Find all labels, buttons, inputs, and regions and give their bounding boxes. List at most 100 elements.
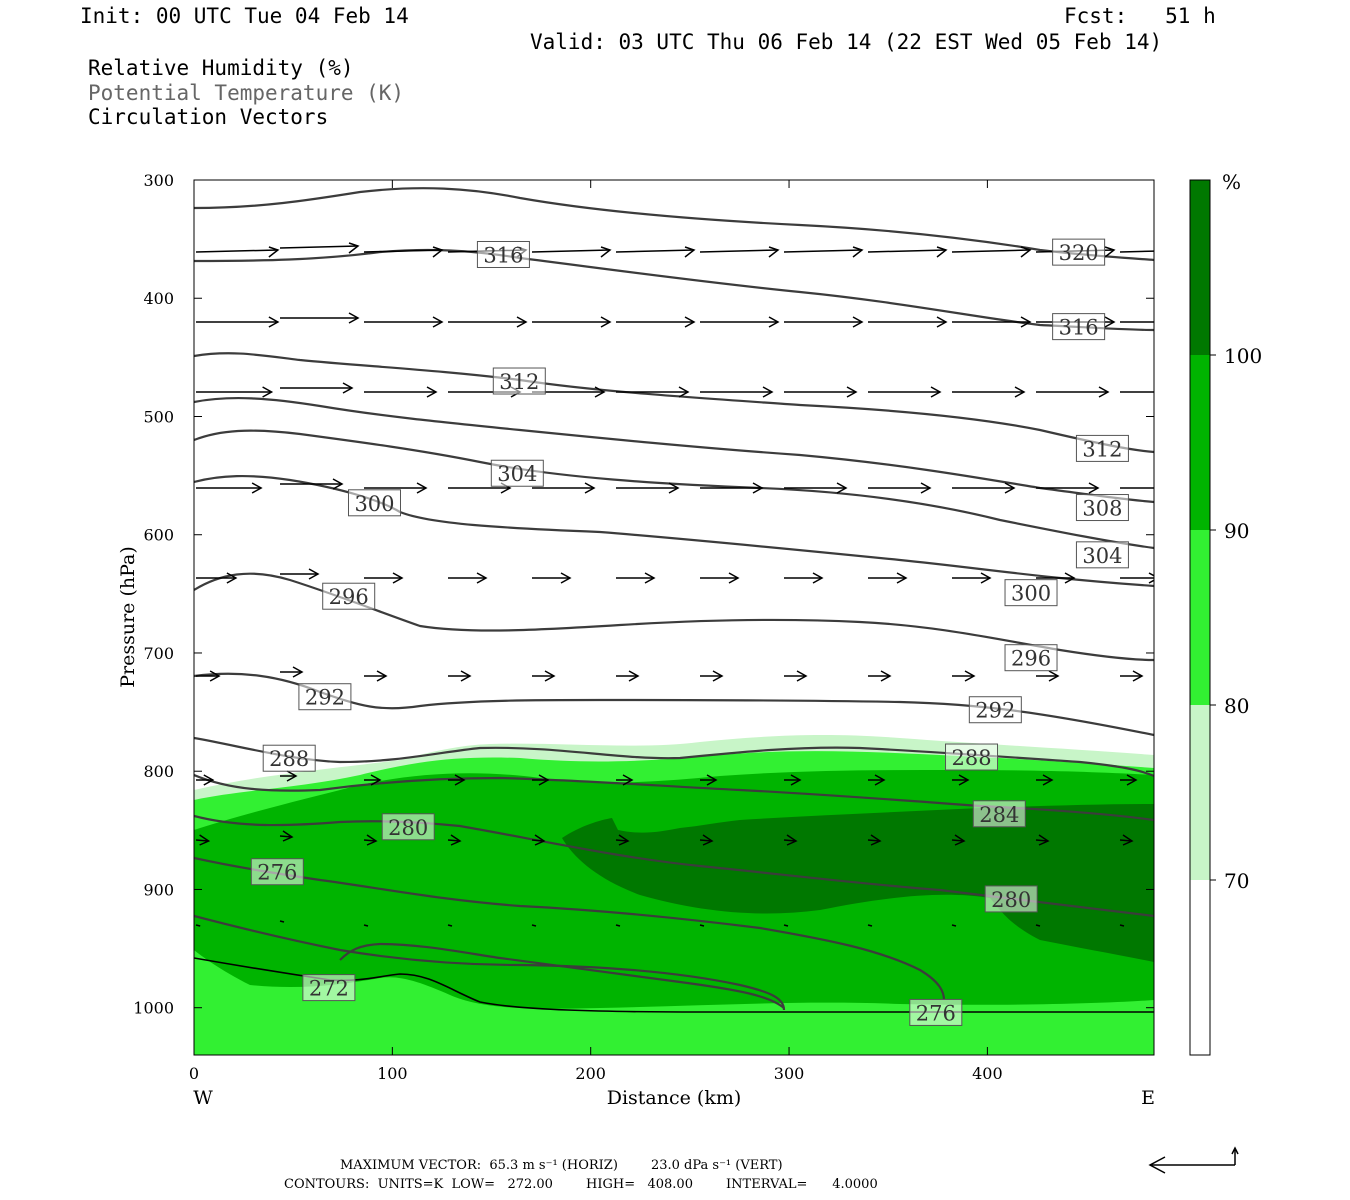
circulation-vector — [1035, 924, 1041, 927]
x-end-label-east: E — [1141, 1087, 1155, 1109]
circulation-vector — [447, 834, 462, 846]
isentrope-label-box — [909, 998, 963, 1026]
isentrope-label-text: 312 — [1082, 437, 1122, 461]
colorbar-swatch-80 — [1190, 530, 1210, 705]
isentrope-label-box — [972, 800, 1026, 828]
circulation-vector — [1036, 386, 1110, 398]
isentrope-line — [194, 429, 1154, 550]
circulation-vector — [615, 246, 696, 258]
isentrope-label: 288 — [945, 743, 999, 771]
circulation-vector — [280, 770, 298, 782]
isentrope-line — [194, 736, 1154, 778]
isentrope-label-box — [945, 743, 999, 771]
circulation-vector — [1036, 482, 1100, 494]
x-axis-label: Distance (km) — [607, 1087, 742, 1109]
axis-ticks: 300 400 500 600 700 800 900 1000 0 100 200 300 400 — [133, 171, 1154, 1083]
isentrope-label-text: 296 — [1011, 647, 1051, 671]
circulation-vector — [784, 386, 858, 398]
circulation-vector — [279, 920, 285, 923]
circulation-vector — [699, 834, 714, 846]
circulation-vector — [1120, 572, 1154, 584]
circulation-vector — [532, 774, 550, 786]
circulation-vector — [448, 774, 466, 786]
circulation-vector — [700, 386, 774, 398]
circulation-vector — [532, 572, 572, 584]
isentrope-line — [194, 474, 1154, 588]
isentrope-line — [194, 352, 1154, 454]
circulation-vector — [867, 834, 882, 846]
circulation-vector — [363, 834, 378, 846]
isentrope-label-box — [250, 858, 304, 886]
circulation-vectors — [195, 242, 1154, 927]
isentrope-label-text: 300 — [1011, 582, 1051, 606]
circulation-vector — [196, 572, 238, 584]
isentrope-label-text: 308 — [1082, 497, 1122, 521]
circulation-vector — [279, 242, 360, 254]
circulation-vector — [532, 482, 596, 494]
circulation-vector — [784, 482, 848, 494]
isentrope-label-box — [381, 813, 435, 841]
isentrope-label-box — [302, 974, 356, 1002]
isentrope-line — [339, 942, 785, 1009]
isentrope-label-text: 288 — [269, 747, 309, 771]
isentrope-label-text: 292 — [305, 686, 345, 710]
isentrope-labels: 316 320 316 312 312 304 308 300 304 296 300 296 292 2… — [250, 238, 1129, 1026]
isentrope-label-text: 304 — [497, 462, 537, 486]
circulation-vector — [700, 572, 740, 584]
max-vector-note: MAXIMUM VECTOR: 65.3 m s⁻¹ (HORIZ) 23.0 … — [340, 1158, 783, 1173]
circulation-vector — [1119, 924, 1125, 927]
circulation-vector — [868, 774, 886, 786]
isentrope-label: 320 — [1052, 238, 1106, 266]
y-tick-label: 1000 — [133, 999, 174, 1018]
isentrope-label-text: 276 — [257, 861, 297, 885]
circulation-vector — [616, 316, 696, 328]
circulation-vector — [868, 572, 908, 584]
isentrope-label-box — [298, 683, 352, 711]
x-end-label-west: W — [193, 1087, 213, 1109]
colorbar-frame — [1189, 179, 1211, 1056]
x-tick-label: 100 — [377, 1064, 408, 1083]
isentrope-label-text: 280 — [991, 888, 1031, 912]
field-theta-title: Potential Temperature (K) — [88, 81, 405, 105]
circulation-vector — [532, 316, 612, 328]
circulation-vector — [447, 924, 453, 927]
circulation-vector — [952, 386, 1026, 398]
isentrope-label-box — [1075, 541, 1129, 569]
circulation-vector — [784, 670, 808, 682]
isentrope-label-box — [322, 582, 376, 610]
colorbar-swatch-below-70 — [1190, 880, 1210, 1055]
circulation-vector — [616, 774, 634, 786]
circulation-vector — [364, 482, 428, 494]
circulation-vector — [531, 924, 537, 927]
circulation-vector — [952, 774, 970, 786]
circulation-vector — [531, 834, 546, 846]
circulation-vector — [952, 572, 992, 584]
field-rh-title: Relative Humidity (%) — [88, 56, 354, 80]
isentrope-label: 288 — [262, 744, 316, 772]
isentrope-label-box — [492, 367, 546, 395]
colorbar-swatch-90 — [1190, 355, 1210, 530]
isentrope-label-box — [1004, 579, 1058, 607]
isentrope-label: 292 — [968, 696, 1022, 724]
isentrope-label-box — [347, 489, 401, 517]
colorbar-swatch-100 — [1190, 180, 1210, 355]
init-time: Init: 00 UTC Tue 04 Feb 14 — [80, 4, 409, 28]
circulation-vector — [280, 666, 304, 678]
circulation-vector — [951, 834, 966, 846]
isentrope-label-box — [1075, 494, 1129, 522]
y-tick-label: 500 — [143, 407, 174, 426]
circulation-vector — [531, 246, 612, 258]
isentrope-label: 300 — [1004, 579, 1058, 607]
isentrope-label: 312 — [1075, 434, 1129, 462]
x-tick-label: 0 — [189, 1064, 199, 1083]
y-tick-label: 800 — [143, 762, 174, 781]
circulation-vector — [616, 572, 656, 584]
circulation-vector — [1120, 487, 1154, 489]
colorbar-level-label: 90 — [1224, 519, 1249, 543]
circulation-vector — [364, 572, 404, 584]
circulation-vector — [952, 482, 1016, 494]
isentrope-label: 304 — [1075, 541, 1129, 569]
isentrope-label-box — [1052, 238, 1106, 266]
isentrope-label: 276 — [250, 858, 304, 886]
